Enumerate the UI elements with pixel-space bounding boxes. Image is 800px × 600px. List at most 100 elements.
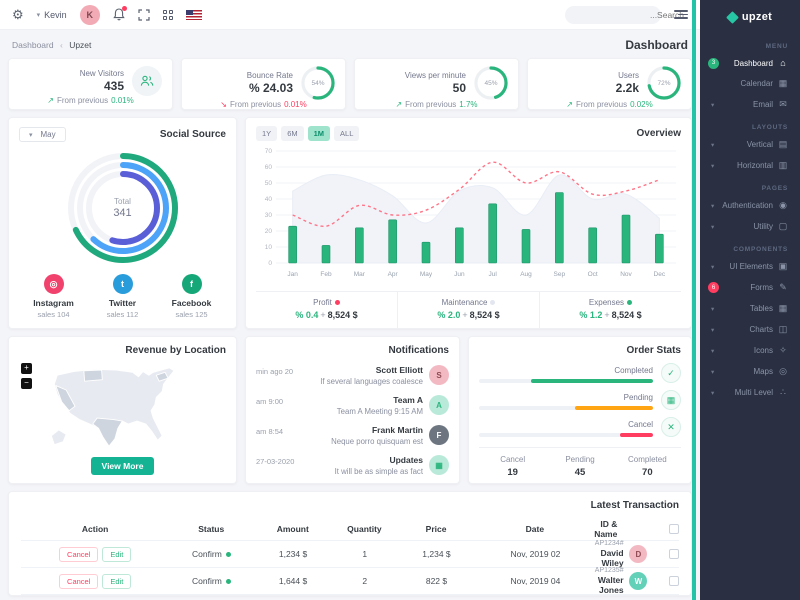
status-dot: [225, 552, 231, 558]
notification-avatar: A: [429, 395, 449, 415]
quantity-cell: 1: [362, 549, 368, 559]
sidebar-item-tables[interactable]: ▾ Tables ▦: [700, 298, 800, 319]
radial-label: 72%: [657, 79, 671, 87]
notification-desc: If several languages coalesce: [320, 377, 423, 386]
brand-name: upzet: [741, 11, 773, 23]
sidebar-section-pages: PAGES: [761, 185, 788, 192]
sidebar-item-dashboard[interactable]: 3 Dashboard ⌂: [700, 53, 800, 73]
range-chip-1y[interactable]: 1Y: [256, 126, 278, 141]
sidebar-item-calendar[interactable]: Calendar ▦: [700, 73, 800, 94]
language-flag-icon[interactable]: [185, 9, 202, 20]
overview-stat-expenses: Expenses % 1.2 +8,524 $: [539, 292, 681, 328]
transaction-row: Cancel Edit Confirm 1,644 $ 2 822 $ Nov, …: [21, 567, 679, 595]
latest-transaction-card: Latest Transaction Action Status Amount …: [8, 491, 692, 596]
progress-track: [479, 433, 653, 437]
radial-label: 54%: [311, 79, 325, 87]
fullscreen-icon[interactable]: [138, 8, 150, 21]
usa-map[interactable]: [19, 356, 226, 457]
stat-card-new-visitors: New Visitors 435 ↗ From previous 0.01%: [8, 58, 173, 110]
edit-button[interactable]: Edit: [102, 573, 132, 589]
apps-grid-icon[interactable]: [162, 9, 173, 20]
cancel-button[interactable]: Cancel: [59, 546, 99, 562]
cancel-button[interactable]: Cancel: [59, 573, 99, 589]
user-menu[interactable]: ▾ Kevin: [37, 10, 67, 20]
range-chip-6m[interactable]: 6M: [281, 126, 304, 141]
edit-button[interactable]: Edit: [102, 546, 132, 562]
calendar-icon: ▦: [778, 78, 788, 88]
notification-item[interactable]: am 9:00 Team A Team A Meeting 9:15 AM A: [256, 395, 449, 416]
sidebar-item-label: Multi Level: [734, 388, 773, 397]
breadcrumb-separator: ‹: [59, 40, 63, 50]
sidebar-item-vertical[interactable]: ▾ Vertical ▤: [700, 134, 800, 155]
row-checkbox[interactable]: [668, 549, 679, 559]
range-chip-1m[interactable]: 1M: [307, 126, 331, 141]
sidebar-item-label: Forms: [750, 283, 773, 292]
map-zoom-out-button[interactable]: −: [21, 378, 32, 389]
breadcrumb-item[interactable]: Dashboard: [12, 40, 54, 50]
date-cell: Nov, 2019 04: [510, 576, 561, 586]
user-name: Kevin: [44, 9, 67, 20]
radial-progress: 72%: [647, 66, 681, 100]
sidebar-item-ui-elements[interactable]: ▾ UI Elements ▣: [700, 256, 800, 277]
radial-progress: 45%: [474, 66, 508, 100]
sidebar-item-email[interactable]: ▾ Email ✉: [700, 94, 800, 115]
pen-icon: ✎: [779, 282, 787, 292]
social-item-facebook[interactable]: f Facebook sales 125: [157, 274, 226, 319]
month-select[interactable]: ▾ May: [19, 127, 66, 142]
svg-text:Mar: Mar: [354, 271, 366, 278]
notification-item[interactable]: 27-03-2020 Updates It will be as simple …: [256, 455, 449, 476]
menu-toggle-icon[interactable]: [674, 8, 688, 22]
user-avatar[interactable]: K: [79, 4, 100, 25]
price-cell: 822 $: [425, 576, 448, 586]
sidebar-item-forms[interactable]: 6 Forms ✎: [700, 277, 800, 298]
social-item-instagram[interactable]: ◎ Instagram sales 104: [19, 274, 88, 319]
notification-dot: [121, 6, 127, 11]
notification-bell-icon[interactable]: [112, 6, 127, 21]
sidebar-item-charts[interactable]: ▾ Charts ◫: [700, 319, 800, 340]
notification-avatar: F: [429, 425, 449, 445]
chevron-down-icon: ▾: [711, 263, 715, 271]
amount-cell: 1,644 $: [278, 576, 308, 586]
scrollbar[interactable]: [692, 0, 696, 600]
sidebar-item-icons[interactable]: ▾ Icons ✧: [700, 340, 800, 361]
settings-gear-icon[interactable]: ⚙: [12, 7, 24, 22]
select-all-checkbox[interactable]: [669, 523, 680, 534]
search-input[interactable]: [573, 9, 684, 20]
chevron-down-icon: ▾: [711, 202, 715, 210]
row-checkbox[interactable]: [668, 576, 679, 586]
stat-value: % 24.03: [248, 81, 293, 95]
twitter-icon: t: [112, 274, 133, 294]
notification-item[interactable]: min ago 20 Scott Elliott If several lang…: [256, 365, 449, 386]
overview-card: 1Y 6M 1M ALL Overview 0 10 20 30 40 50 60 70 Jan Feb…: [245, 117, 692, 329]
view-more-button[interactable]: View More: [90, 457, 155, 475]
share-icon: ∴: [780, 387, 786, 397]
svg-text:Jun: Jun: [454, 271, 465, 278]
social-sales: sales 112: [106, 310, 139, 319]
sidebar: upzet MENU 3 Dashboard ⌂ Calendar ▦ ▾ Email ✉ LAY…: [700, 0, 800, 600]
sidebar-item-authentication[interactable]: ▾ Authentication ◉: [700, 195, 800, 216]
social-item-twitter[interactable]: t Twitter sales 112: [88, 274, 157, 319]
transaction-table-body: Cancel Edit Confirm 1,234 $ 1 1,234 $ Nov…: [21, 540, 679, 595]
sidebar-item-label: Utility: [753, 222, 773, 231]
instagram-icon: ◎: [43, 274, 64, 294]
sidebar-item-horizontal[interactable]: ▾ Horizontal ▥: [700, 155, 800, 176]
progress-track: [479, 406, 653, 410]
brand-logo[interactable]: upzet: [700, 0, 800, 34]
page-header: Dashboard ‹ Upzet Dashboard: [0, 30, 700, 58]
stat-change-label: From previous: [575, 100, 628, 109]
notifications-card: Notifications min ago 20 Scott Elliott I…: [245, 336, 460, 484]
summary-value: 19: [507, 467, 518, 478]
status-cell: Confirm: [169, 549, 253, 559]
notification-item[interactable]: am 8:54 Frank Martin Neque porro quisqua…: [256, 425, 449, 446]
sidebar-item-multi-level[interactable]: ▾ Multi Level ∴: [700, 382, 800, 403]
sidebar-item-utility[interactable]: ▾ Utility ▢: [700, 216, 800, 237]
sidebar-item-maps[interactable]: ▾ Maps ◎: [700, 361, 800, 382]
id-name-cell: AP1235# Walter Jones: [594, 567, 624, 595]
stat-value: 435: [103, 79, 124, 93]
range-chip-all[interactable]: ALL: [334, 126, 360, 141]
svg-text:20: 20: [265, 228, 273, 235]
sidebar-badge: 3: [708, 57, 719, 69]
social-name: Twitter: [108, 298, 137, 308]
social-source-card: ▾ May Social Source Total 341 ◎ Instagr: [8, 117, 237, 329]
map-zoom-in-button[interactable]: +: [21, 363, 32, 374]
